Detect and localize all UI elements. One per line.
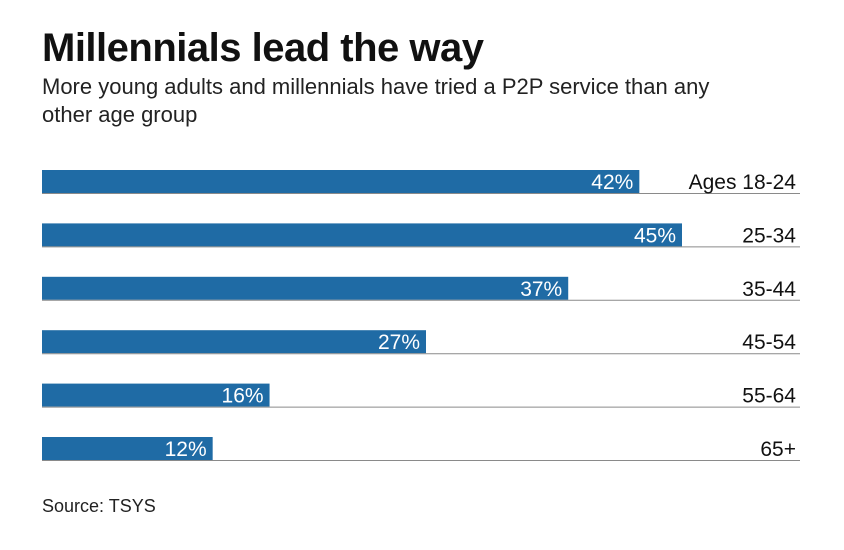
bar-2 (42, 223, 682, 247)
bar-6 (42, 437, 213, 460)
bar-3 (42, 276, 569, 300)
category-label: 25-34 (742, 224, 796, 247)
bar-5 (42, 383, 270, 407)
bar-value-label: 37% (520, 278, 562, 301)
bar-value-label: 16% (222, 385, 264, 408)
source-note: Source: TSYS (42, 496, 156, 516)
chart-subtitle: More young adults and millennials have t… (42, 74, 710, 127)
category-label: 65+ (760, 438, 796, 461)
category-label: 55-64 (742, 385, 796, 408)
bar-4 (42, 330, 426, 354)
bar-value-label: 42% (591, 171, 633, 194)
bar-1 (42, 170, 640, 193)
bar-value-label: 12% (165, 438, 207, 461)
category-label: Ages 18-24 (689, 171, 797, 194)
bar-value-label: 45% (634, 224, 676, 247)
category-label: 45-54 (742, 331, 796, 354)
category-label: 35-44 (742, 278, 796, 301)
chart-title: Millennials lead the way (42, 26, 484, 70)
bar-value-label: 27% (378, 331, 420, 354)
